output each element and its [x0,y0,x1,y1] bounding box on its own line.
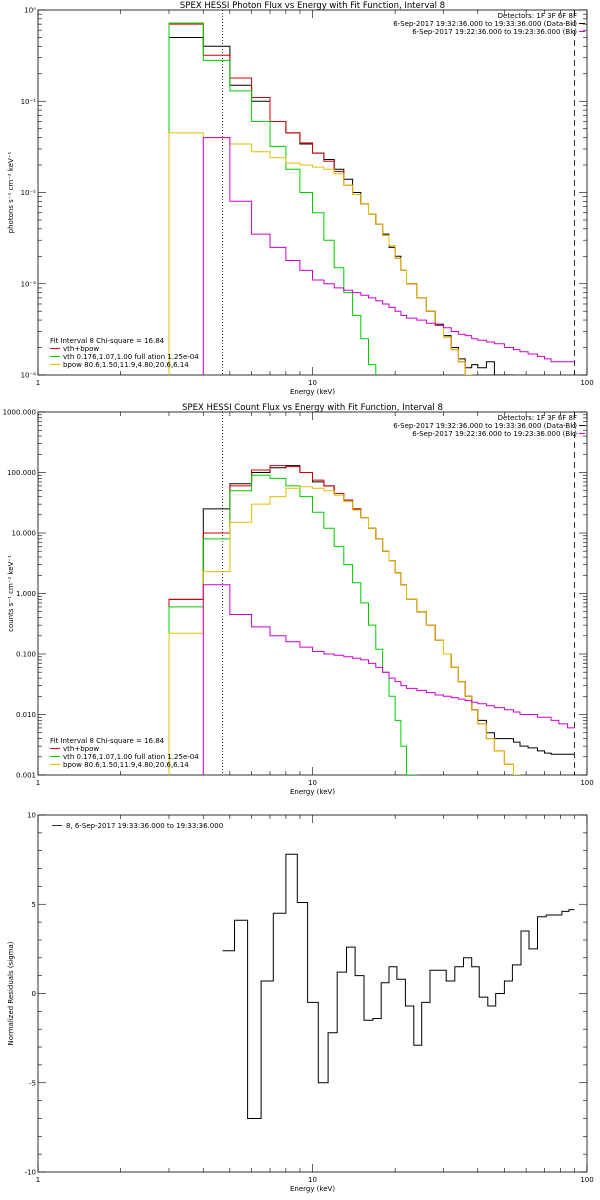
series-line-bk [202,137,575,375]
y-tick-label: 0.100 [16,651,36,659]
y-tick-label: 10⁻² [21,189,37,197]
x-tick-label: 1 [36,379,40,387]
y-axis-label: photons s⁻¹ cm⁻² keV⁻¹ [7,151,15,233]
series-line-bk [202,584,575,775]
y-tick-label: 0.001 [16,772,36,780]
x-tick-label: 10 [308,379,317,387]
y-tick-label: 0.010 [16,711,36,719]
y-tick-label: 5 [32,901,36,909]
y-tick-label: 0 [32,990,36,998]
chart-panel-2: SPEX HESSI Count Flux vs Energy with Fit… [3,403,594,796]
legend-text: vth+bpow [63,345,99,353]
y-tick-label: 10.000 [12,530,37,538]
legend-text: Fit Interval 8 Chi-square = 16.84 [50,337,165,345]
x-axis-label: Energy (keV) [290,1185,335,1193]
y-tick-label: 10 [27,812,36,820]
chart-panel-1: SPEX HESSI Photon Flux vs Energy with Fi… [7,1,594,396]
x-axis-label: Energy (keV) [290,388,335,396]
series-line-bpow [168,486,521,775]
y-axis-label: counts s⁻¹ cm⁻² keV⁻¹ [7,555,15,632]
y-tick-label: 10⁻¹ [21,98,37,106]
chart-panel-3: 1 10 100 Energy (keV) -10 -5 0 5 10 Normalized Re… [7,812,594,1194]
legend-text: vth 0.176,1.07,1.00 full ation 1.25e-04 [63,353,199,361]
x-tick-label: 100 [580,1176,593,1184]
legend-text: 6-Sep-2017 19:32:36.000 to 19:33:36.000 … [393,20,577,28]
series-line-bpow [168,132,473,375]
chart-title: SPEX HESSI Photon Flux vs Energy with Fi… [180,1,445,11]
legend-text: 8, 6-Sep-2017 19:33:36.000 to 19:33:36.0… [66,822,223,830]
legend-text: bpow 80.6,1.50,11.9,4.80,20.6,6.14 [63,761,189,769]
x-axis-label: Energy (keV) [290,788,335,796]
series-line-residuals [222,853,575,1119]
x-tick-label: 1 [36,779,40,787]
y-tick-label: 10⁻⁴ [21,372,37,380]
legend-text: bpow 80.6,1.50,11.9,4.80,20.6,6.14 [63,361,189,369]
series-line-vth [168,22,377,375]
y-tick-label: 10⁰ [24,7,36,15]
x-tick-label: 100 [580,779,593,787]
legend-text: 6-Sep-2017 19:32:36.000 to 19:33:36.000 … [393,422,577,430]
y-tick-label: -5 [29,1079,36,1087]
y-tick-label: 100.000 [7,469,36,477]
y-tick-label: -10 [25,1169,36,1177]
y-axis-label: Normalized Residuals (sigma) [7,941,15,1045]
y-tick-label: 1000.000 [3,409,36,417]
series-line-data-bk [168,37,514,375]
legend-text: 6-Sep-2017 19:22:36.000 to 19:23:36.000 … [412,430,577,438]
y-tick-label: 1.000 [16,590,36,598]
plot-frame [37,411,588,776]
legend-text: Detectors: 1F 3F 6F 8F [498,12,577,20]
x-tick-label: 1 [36,1176,40,1184]
legend-text: vth 0.176,1.07,1.00 full ation 1.25e-04 [63,753,199,761]
x-tick-label: 10 [308,1176,317,1184]
x-tick-label: 10 [308,779,317,787]
legend-text: Detectors: 1F 3F 6F 8F [498,414,577,422]
legend-text: Fit Interval 8 Chi-square = 16.84 [50,737,165,745]
y-tick-label: 10⁻³ [21,280,37,288]
legend-text: 6-Sep-2017 19:22:36.000 to 19:23:36.000 … [412,28,577,36]
chart-title: SPEX HESSI Count Flux vs Energy with Fit… [182,403,443,413]
x-tick-label: 100 [580,379,593,387]
legend-text: vth+bpow [63,745,99,753]
